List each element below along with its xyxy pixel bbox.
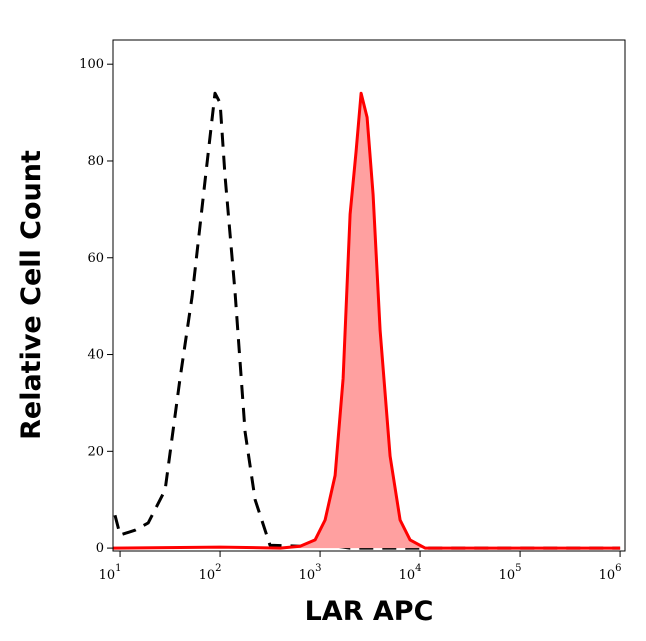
area [113,93,621,549]
tick-base: 10 [199,568,216,583]
y-tick-label: 100 [79,57,104,72]
x-tick-label: 103 [299,563,322,583]
x-tick-label: 106 [599,563,622,583]
line [112,91,621,550]
tick-exp: 2 [215,563,221,574]
y-tick-label: 80 [87,154,104,169]
tick-base: 10 [599,568,616,583]
x-tick-label: 105 [499,563,522,583]
x-tick-label: 104 [399,563,422,583]
x-axis-label: LAR APC [305,596,434,627]
y-axis-label: Relative Cell Count [16,150,47,440]
tick-exp: 5 [515,563,521,574]
tick-base: 10 [99,568,116,583]
tick-exp: 6 [615,563,621,574]
tick-base: 10 [299,568,316,583]
y-tick-label: 0 [96,541,104,556]
tick-base: 10 [399,568,416,583]
x-tick-label: 101 [99,563,122,583]
tick-base: 10 [499,568,516,583]
tick-exp: 1 [115,563,121,574]
y-tick-label: 40 [87,348,104,363]
x-tick-label: 102 [199,563,222,583]
tick-exp: 3 [315,563,321,574]
plot-frame [112,39,626,552]
y-tick-label: 60 [87,251,104,266]
tick-exp: 4 [415,563,421,574]
y-tick-label: 20 [87,444,104,459]
